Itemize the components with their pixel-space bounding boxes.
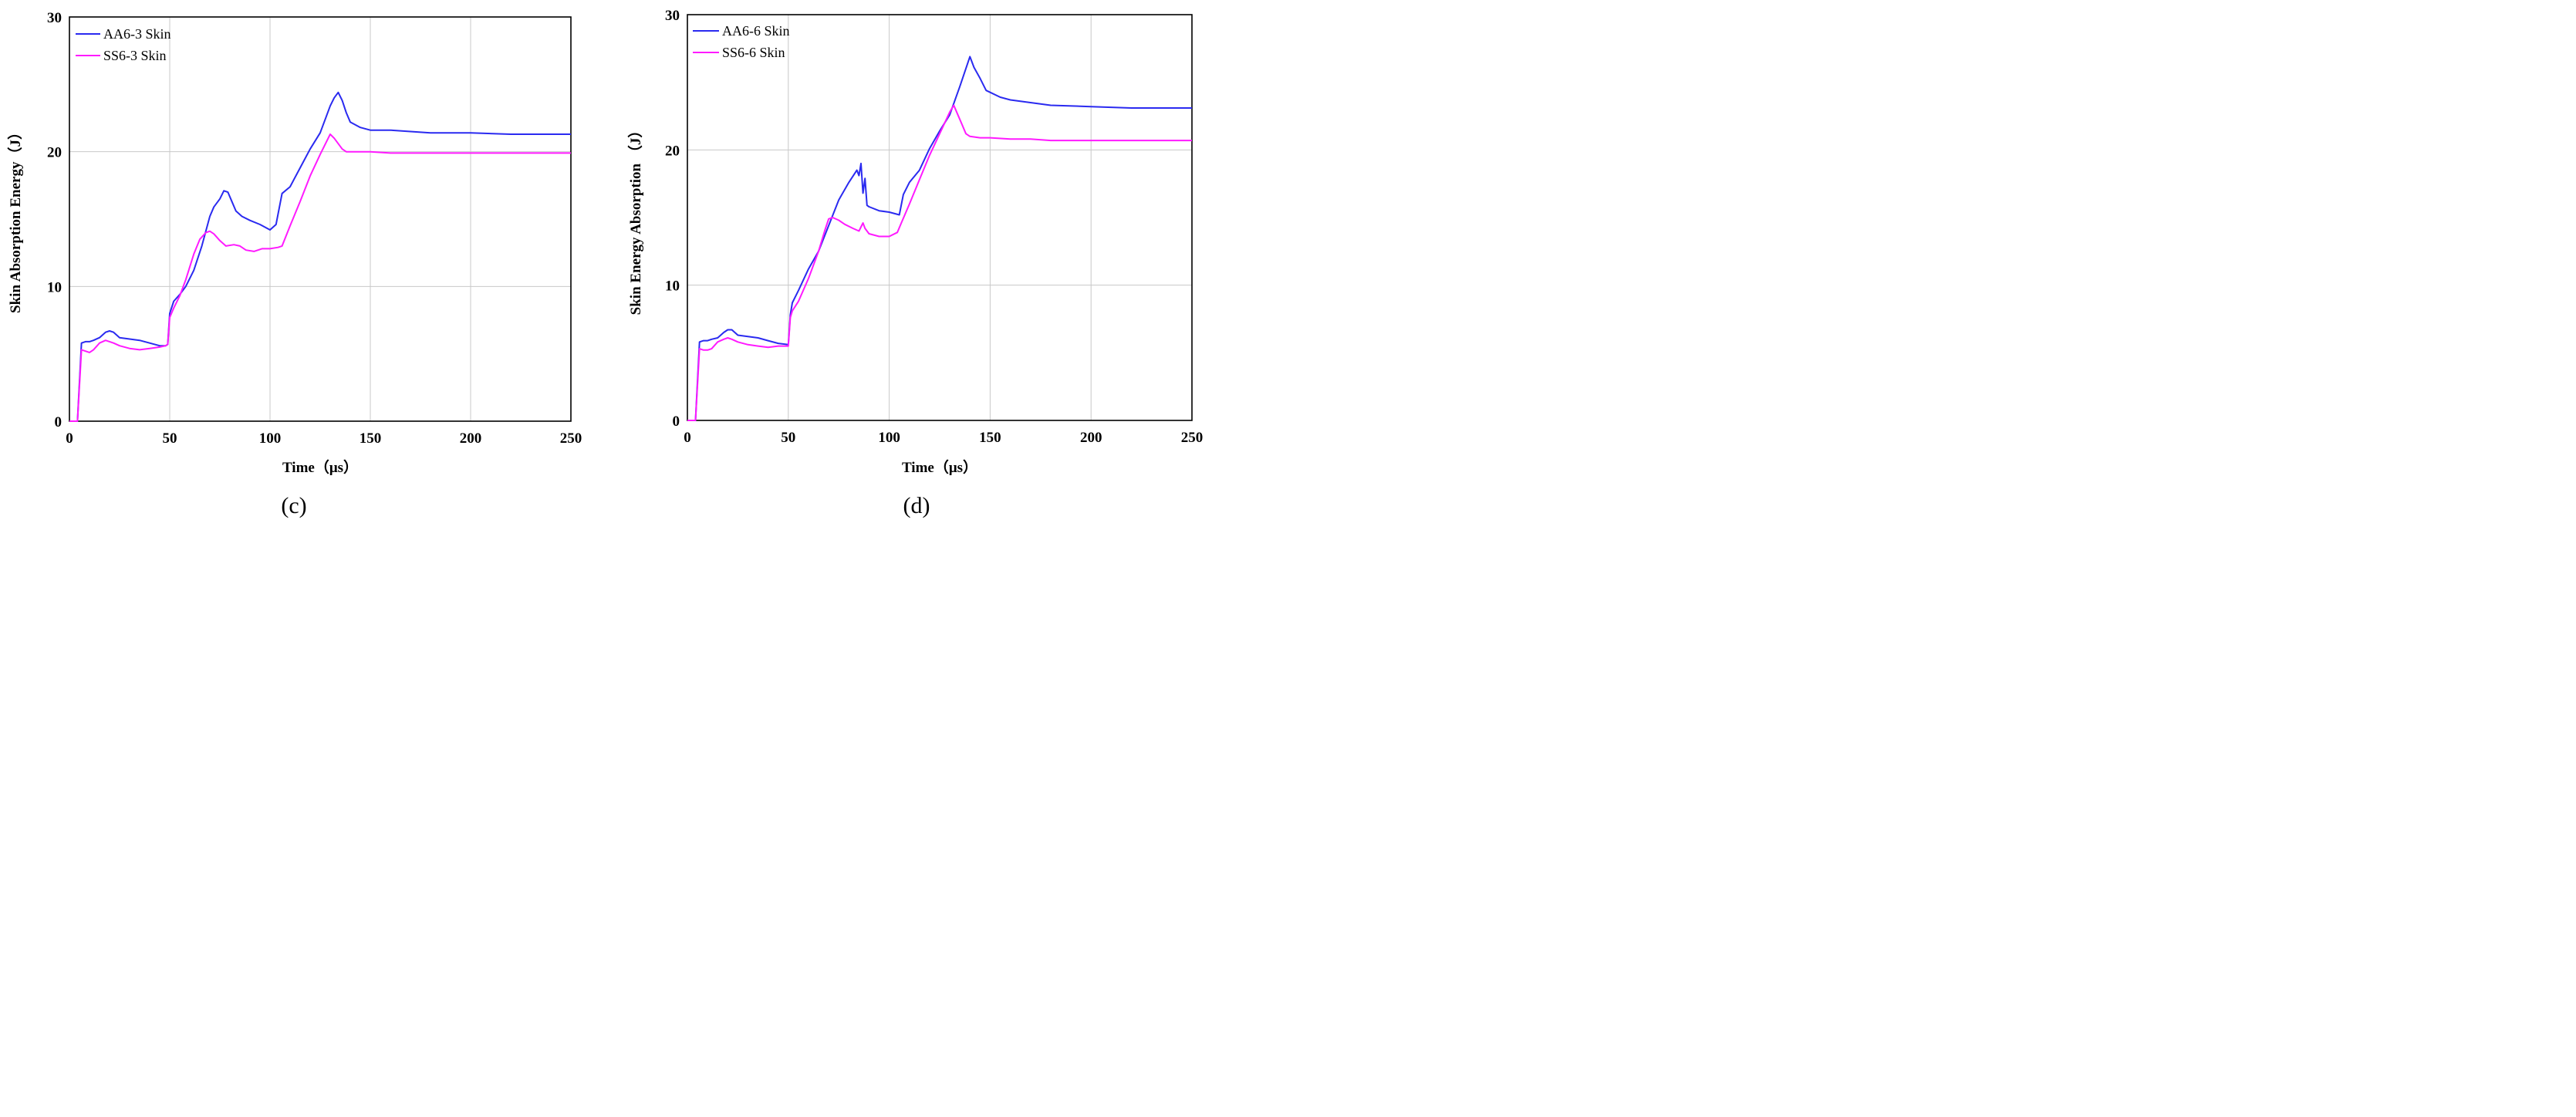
y-tick-label-0-d: 0: [673, 413, 680, 430]
series-line-aa6-6-skin: [687, 56, 1192, 421]
gridlines-d: [687, 15, 1192, 420]
x-tick-label-0-c: 0: [66, 430, 73, 447]
series-layer-c: [69, 91, 571, 422]
legend-c: AA6-3 Skin SS6-3 Skin: [76, 26, 171, 63]
panel-label-c: (c): [281, 493, 306, 518]
plot-frame-c: [69, 16, 572, 422]
y-tick-label-0-c: 0: [55, 414, 62, 430]
plot-frame-d: [687, 14, 1193, 421]
series-layer-d: [687, 56, 1192, 421]
y-tick-label-10-c: 10: [47, 279, 62, 295]
x-tick-label-200-c: 200: [460, 430, 482, 447]
legend-label-ss6-6: SS6-6 Skin: [722, 45, 785, 60]
x-tick-label-100-c: 100: [259, 430, 282, 447]
panel-label-d: (d): [903, 493, 930, 518]
legend-label-ss6-3: SS6-3 Skin: [103, 48, 167, 63]
y-axis-label-c: Skin Absorption Energy（J）: [6, 125, 24, 313]
x-tick-label-150-d: 150: [979, 430, 1001, 446]
y-tick-label-20-d: 20: [665, 143, 680, 159]
tick-labels-c: 0 50 100 150 200 250 0 10 20 30: [47, 10, 582, 447]
x-axis-label-c: Time（μs）: [282, 458, 358, 476]
x-tick-label-50-c: 50: [163, 430, 177, 447]
x-tick-label-0-d: 0: [684, 430, 691, 446]
y-tick-label-10-d: 10: [665, 278, 680, 295]
chart-panel-d: 0 50 100 150 200 250 0 10 20 30 AA6-6 Skin SS6-6 …: [626, 8, 1203, 518]
gridlines-c: [69, 17, 571, 421]
y-tick-label-30-c: 30: [47, 10, 62, 26]
series-line-ss6-3-skin: [69, 133, 571, 422]
x-tick-label-150-c: 150: [360, 430, 382, 447]
tick-labels-d: 0 50 100 150 200 250 0 10 20 30: [665, 8, 1203, 446]
x-axis-label-d: Time（μs）: [902, 458, 977, 476]
x-tick-label-250-d: 250: [1181, 430, 1204, 446]
series-line-aa6-3-skin: [69, 91, 571, 422]
x-tick-label-50-d: 50: [781, 430, 795, 446]
legend-label-aa6-3: AA6-3 Skin: [103, 26, 171, 42]
x-tick-label-200-d: 200: [1080, 430, 1102, 446]
x-tick-label-100-d: 100: [878, 430, 900, 446]
legend-d: AA6-6 Skin SS6-6 Skin: [693, 23, 790, 60]
y-tick-label-20-c: 20: [47, 145, 62, 161]
legend-label-aa6-6: AA6-6 Skin: [722, 23, 790, 39]
series-line-ss6-6-skin: [687, 104, 1192, 421]
y-tick-label-30-d: 30: [665, 8, 680, 24]
y-axis-label-d: Skin Energy Absorption （J）: [626, 123, 644, 316]
x-tick-label-250-c: 250: [560, 430, 582, 447]
chart-panel-c: 0 50 100 150 200 250 0 10 20 30 AA6-3 Skin SS6-3 …: [6, 10, 582, 518]
